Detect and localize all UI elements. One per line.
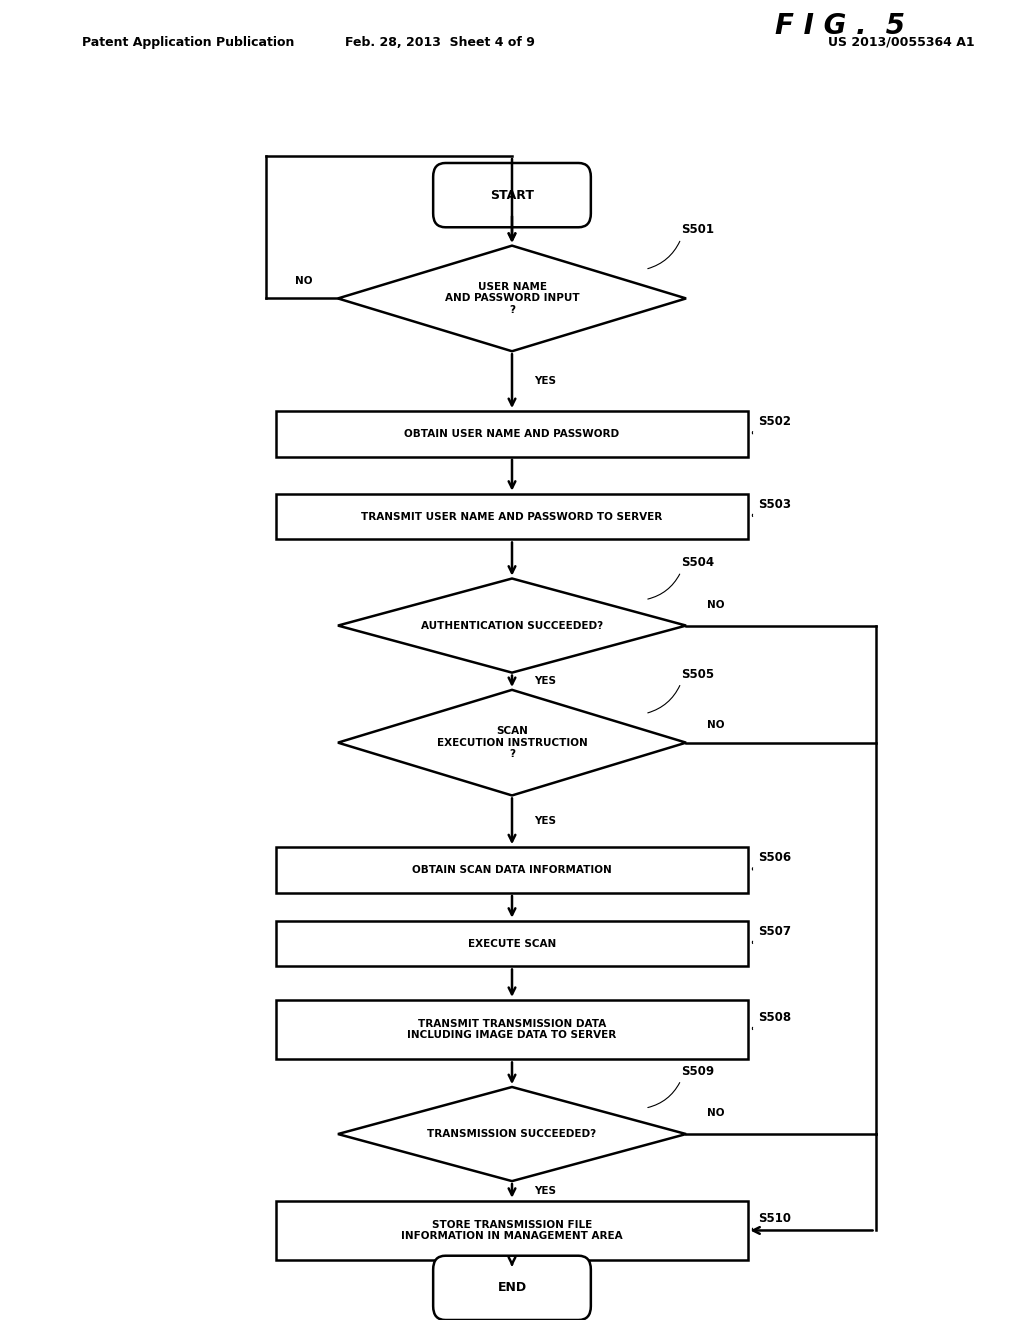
- Text: USER NAME
AND PASSWORD INPUT
?: USER NAME AND PASSWORD INPUT ?: [444, 282, 580, 315]
- Bar: [276, 847, 748, 894]
- Text: S505: S505: [681, 668, 714, 681]
- Text: AUTHENTICATION SUCCEEDED?: AUTHENTICATION SUCCEEDED?: [421, 620, 603, 631]
- Text: TRANSMIT USER NAME AND PASSWORD TO SERVER: TRANSMIT USER NAME AND PASSWORD TO SERVE…: [361, 512, 663, 521]
- Text: S506: S506: [758, 851, 791, 865]
- Text: OBTAIN SCAN DATA INFORMATION: OBTAIN SCAN DATA INFORMATION: [412, 865, 612, 875]
- Text: S508: S508: [758, 1011, 791, 1024]
- Text: S502: S502: [758, 414, 791, 428]
- Text: YES: YES: [535, 676, 556, 686]
- Text: S510: S510: [758, 1212, 791, 1225]
- Text: US 2013/0055364 A1: US 2013/0055364 A1: [827, 36, 975, 49]
- Text: START: START: [490, 189, 534, 202]
- Text: Feb. 28, 2013  Sheet 4 of 9: Feb. 28, 2013 Sheet 4 of 9: [345, 36, 536, 49]
- Text: END: END: [498, 1282, 526, 1295]
- Text: S504: S504: [681, 556, 714, 569]
- Bar: [276, 920, 748, 966]
- Polygon shape: [338, 1086, 686, 1181]
- Text: S509: S509: [681, 1065, 714, 1078]
- Polygon shape: [338, 246, 686, 351]
- Text: YES: YES: [535, 1185, 556, 1196]
- Text: TRANSMISSION SUCCEEDED?: TRANSMISSION SUCCEEDED?: [427, 1129, 597, 1139]
- FancyBboxPatch shape: [433, 162, 591, 227]
- Text: S503: S503: [758, 498, 791, 511]
- Text: Patent Application Publication: Patent Application Publication: [82, 36, 294, 49]
- Bar: [276, 999, 748, 1060]
- Text: STORE TRANSMISSION FILE
INFORMATION IN MANAGEMENT AREA: STORE TRANSMISSION FILE INFORMATION IN M…: [401, 1220, 623, 1241]
- Text: F I G .  5: F I G . 5: [775, 12, 904, 41]
- Text: YES: YES: [535, 816, 556, 826]
- FancyBboxPatch shape: [433, 1255, 591, 1320]
- Bar: [276, 1201, 748, 1261]
- Bar: [276, 494, 748, 540]
- Polygon shape: [338, 690, 686, 796]
- Text: NO: NO: [707, 721, 724, 730]
- Text: NO: NO: [707, 1109, 724, 1118]
- Text: S501: S501: [681, 223, 714, 236]
- Text: S507: S507: [758, 925, 791, 937]
- Text: NO: NO: [707, 599, 724, 610]
- Polygon shape: [338, 578, 686, 673]
- Text: OBTAIN USER NAME AND PASSWORD: OBTAIN USER NAME AND PASSWORD: [404, 429, 620, 438]
- Text: YES: YES: [535, 376, 556, 385]
- Text: TRANSMIT TRANSMISSION DATA
INCLUDING IMAGE DATA TO SERVER: TRANSMIT TRANSMISSION DATA INCLUDING IMA…: [408, 1019, 616, 1040]
- Text: NO: NO: [295, 276, 312, 286]
- Bar: [276, 411, 748, 457]
- Text: EXECUTE SCAN: EXECUTE SCAN: [468, 939, 556, 949]
- Text: SCAN
EXECUTION INSTRUCTION
?: SCAN EXECUTION INSTRUCTION ?: [436, 726, 588, 759]
